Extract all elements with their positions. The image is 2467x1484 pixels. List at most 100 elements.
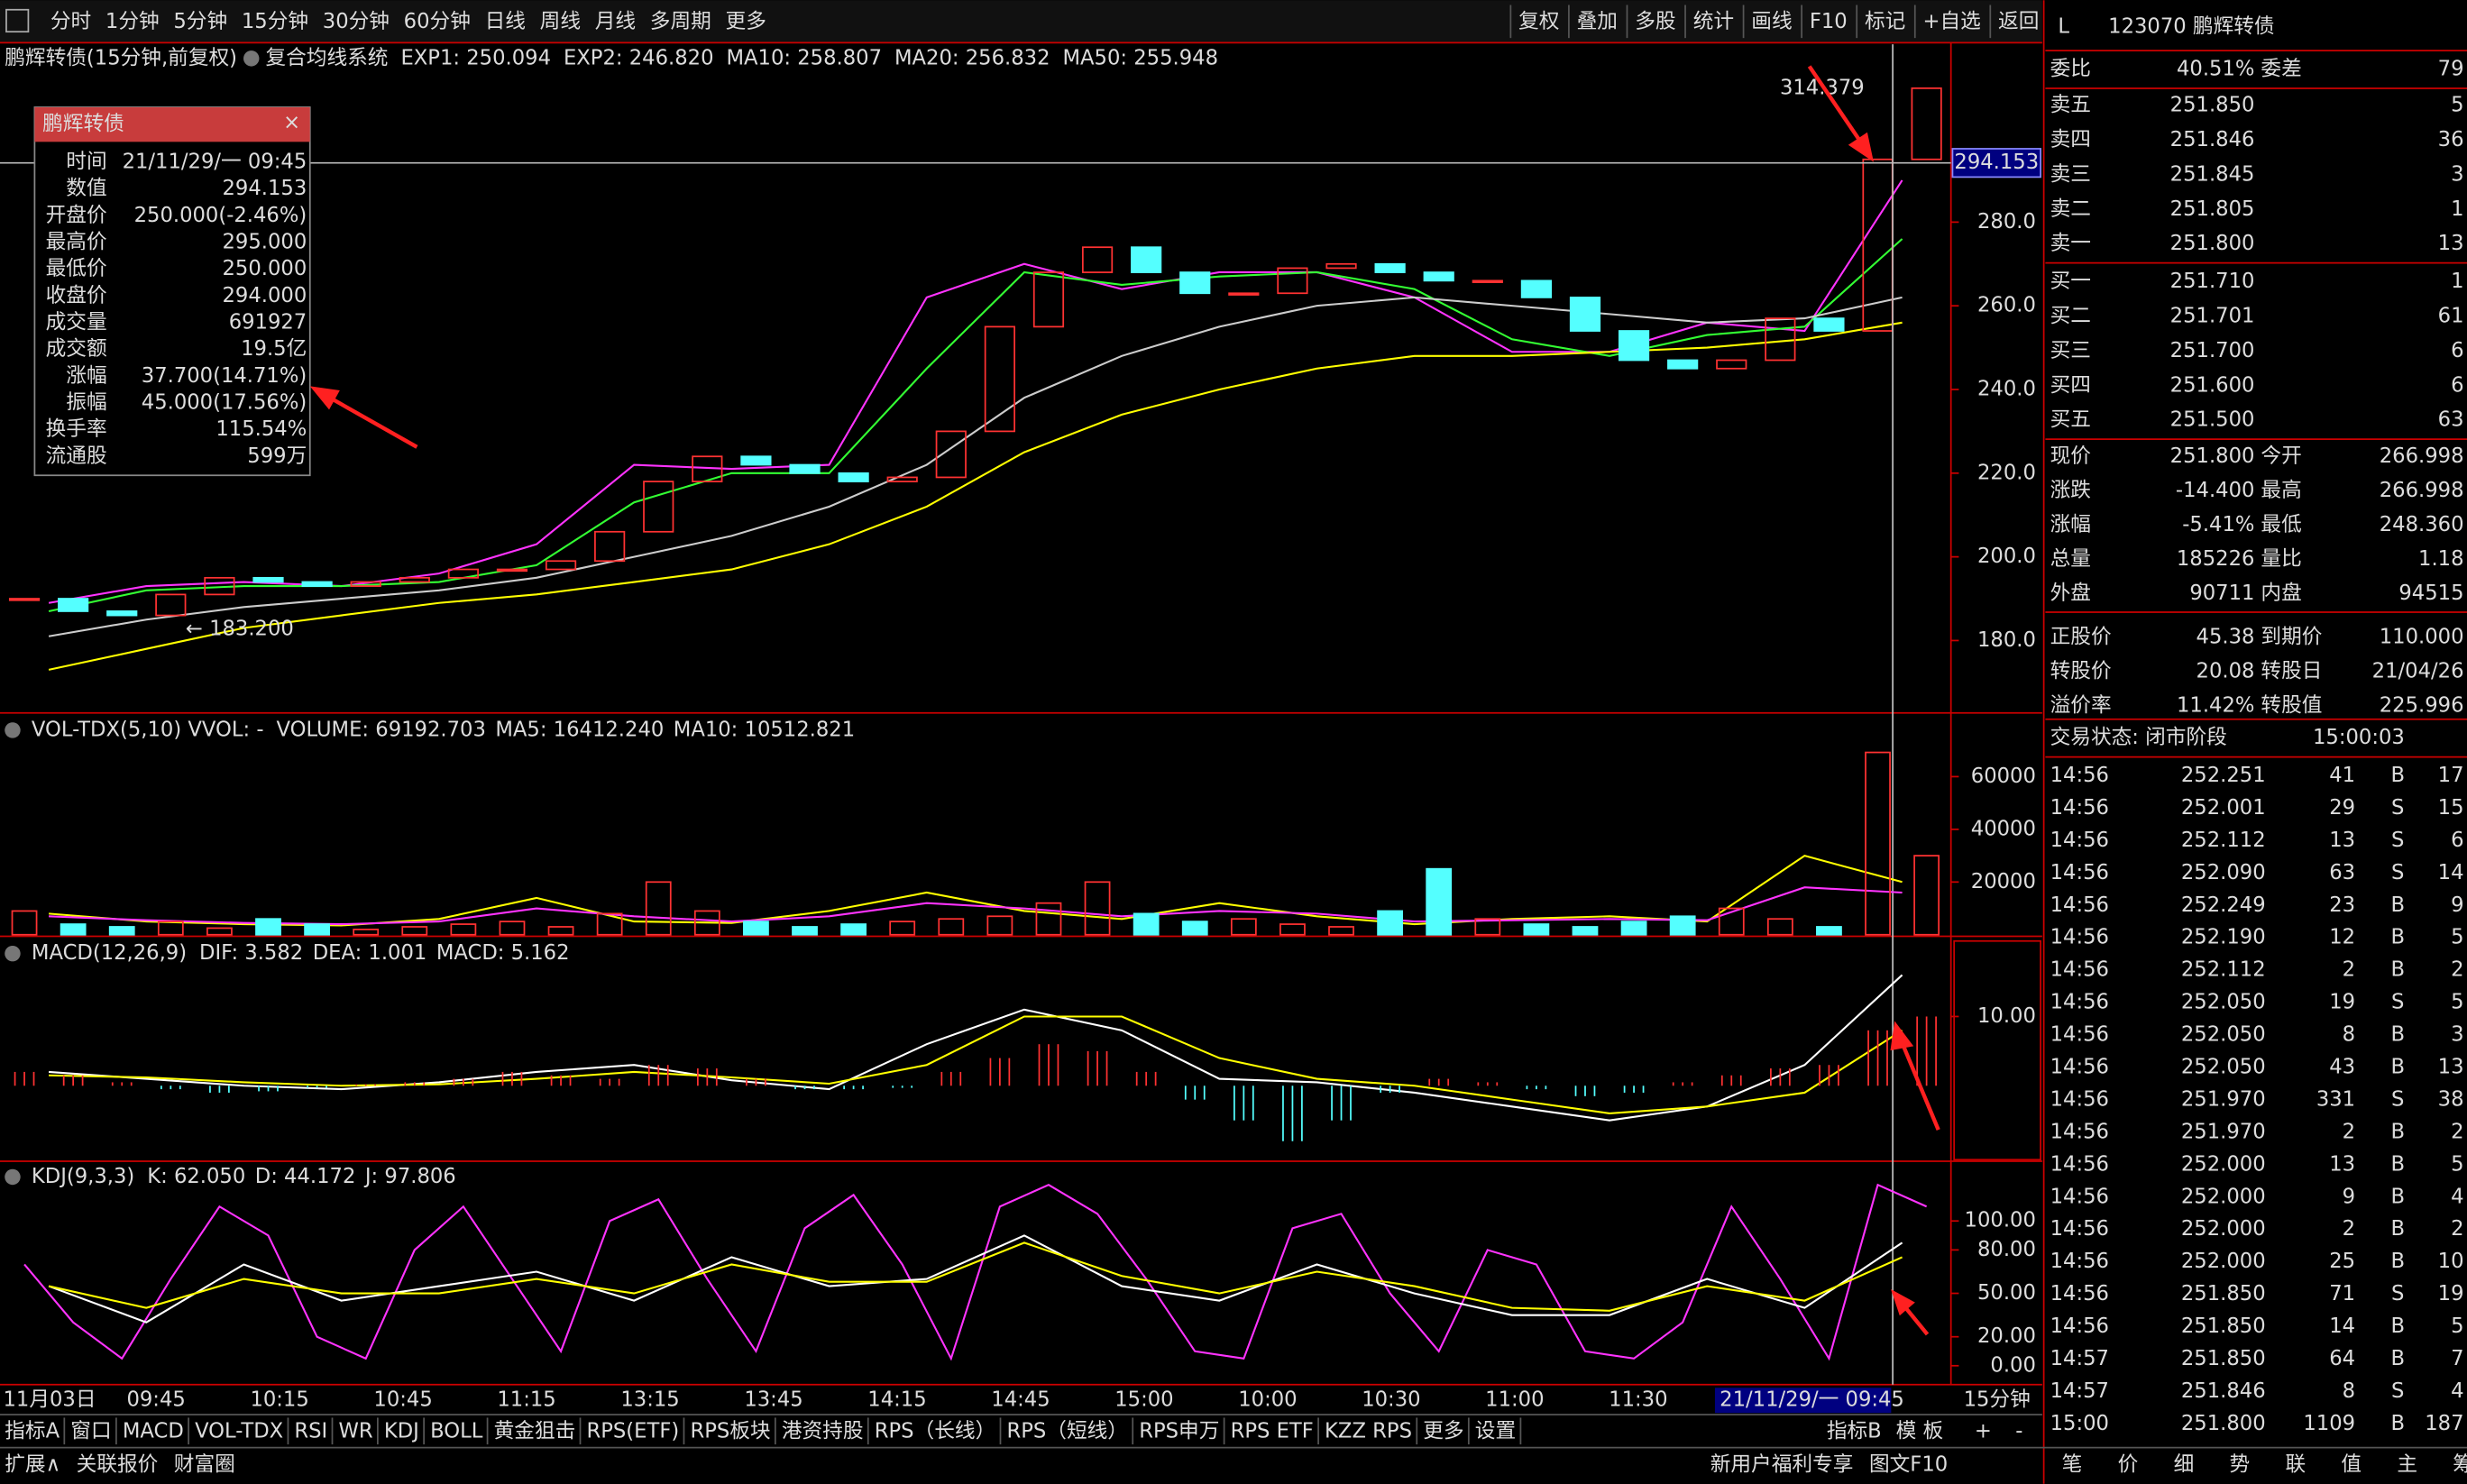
- quote-tab[interactable]: 笔: [2062, 1452, 2083, 1476]
- panel-header: MACD(12,26,9): [32, 941, 187, 965]
- close-icon[interactable]: ×: [283, 111, 300, 134]
- volume-bar: [1572, 926, 1599, 936]
- tick-side: B: [2390, 1250, 2405, 1273]
- period-tab[interactable]: 1分钟: [105, 10, 160, 33]
- tick-price: 251.970: [2181, 1120, 2266, 1143]
- indicator-line: [49, 1015, 1903, 1115]
- candle: [838, 472, 869, 482]
- indicator-tab[interactable]: KDJ: [384, 1420, 419, 1443]
- tick-side: S: [2391, 1379, 2404, 1403]
- indicator-tab[interactable]: BOLL: [430, 1420, 483, 1443]
- period-tab[interactable]: 周线: [540, 10, 581, 33]
- toolbar-button[interactable]: 叠加: [1577, 10, 1618, 33]
- quote-tab[interactable]: 主: [2397, 1452, 2417, 1476]
- toolbar-button[interactable]: 画线: [1751, 10, 1792, 33]
- candle: [155, 593, 187, 617]
- period-tab[interactable]: 15分钟: [242, 10, 308, 33]
- indicator-tab[interactable]: 窗口: [70, 1420, 111, 1443]
- period-tab[interactable]: 5分钟: [173, 10, 227, 33]
- indicator-tab[interactable]: 港资持股: [782, 1420, 864, 1443]
- tooltip-value: 294.153: [222, 177, 307, 200]
- indicator-tab[interactable]: WR: [338, 1420, 372, 1443]
- toolbar-button[interactable]: F10: [1810, 10, 1848, 33]
- quote-tab[interactable]: 联: [2285, 1452, 2306, 1476]
- tick-price: 252.112: [2181, 958, 2266, 982]
- tick-volume: 12: [2329, 926, 2355, 949]
- candle: [350, 581, 381, 587]
- tick-time: 14:56: [2050, 893, 2109, 917]
- indicator-tab[interactable]: RPS（短线）: [1006, 1420, 1128, 1443]
- indicator-tab[interactable]: 模 板: [1896, 1420, 1944, 1443]
- collapse-icon[interactable]: [243, 50, 260, 67]
- toolbar-button[interactable]: +自选: [1922, 10, 1980, 33]
- stat-value: 90711: [2189, 582, 2254, 605]
- tick-price: 252.001: [2181, 796, 2266, 820]
- candle: [594, 530, 626, 563]
- bottom-link[interactable]: 财富圈: [174, 1452, 235, 1476]
- bottom-link[interactable]: 关联报价: [77, 1452, 159, 1476]
- time-label: 14:15: [867, 1388, 926, 1412]
- volume-bar: [792, 926, 818, 936]
- volume-bar: [889, 921, 916, 936]
- indicator-tab[interactable]: 黄金狙击: [494, 1420, 576, 1443]
- quote-tab[interactable]: 筹: [2453, 1452, 2467, 1476]
- book-label: 卖一: [2050, 232, 2091, 255]
- toolbar-button[interactable]: 返回: [1998, 10, 2039, 33]
- tick-time: 14:56: [2050, 1217, 2109, 1241]
- candle: [447, 568, 479, 579]
- period-tab[interactable]: 分时: [50, 10, 91, 33]
- toolbar-button[interactable]: 标记: [1865, 10, 1905, 33]
- promo-link[interactable]: 图文F10: [1869, 1452, 1948, 1476]
- indicator-tab[interactable]: -: [2015, 1420, 2022, 1443]
- tick-volume: 13: [2329, 1152, 2355, 1176]
- period-tab[interactable]: 60分钟: [404, 10, 471, 33]
- indicator-tab[interactable]: 设置: [1475, 1420, 1516, 1443]
- promo-link[interactable]: 新用户福利专享: [1710, 1452, 1854, 1476]
- tick-price: 251.850: [2181, 1282, 2266, 1305]
- quote-tab[interactable]: 细: [2174, 1452, 2195, 1476]
- menu-icon[interactable]: [5, 8, 30, 33]
- toolbar-button[interactable]: 复权: [1518, 10, 1559, 33]
- indicator-tab[interactable]: RPS ETF: [1231, 1420, 1314, 1443]
- collapse-icon[interactable]: [5, 722, 21, 738]
- indicator-tab[interactable]: RPS（长线）: [875, 1420, 996, 1443]
- y-tick-label: 180.0: [1977, 628, 2036, 652]
- tick-volume: 29: [2329, 796, 2355, 820]
- tick-price: 252.000: [2181, 1250, 2266, 1273]
- indicator-tab[interactable]: RPS(ETF): [586, 1420, 679, 1443]
- stat-label: 溢价率: [2050, 694, 2112, 718]
- bottom-link[interactable]: 扩展∧: [5, 1452, 60, 1476]
- tooltip-label: 时间: [66, 151, 106, 174]
- toolbar-button[interactable]: 统计: [1693, 10, 1734, 33]
- toolbar-button[interactable]: 多股: [1635, 10, 1675, 33]
- indicator-tab[interactable]: +: [1975, 1420, 1992, 1443]
- quote-tab[interactable]: 价: [2118, 1452, 2139, 1476]
- period-tab[interactable]: 30分钟: [323, 10, 390, 33]
- tick-volume: 2: [2343, 1217, 2355, 1241]
- tick-side: S: [2391, 829, 2404, 852]
- period-tab[interactable]: 更多: [726, 10, 766, 33]
- indicator-tab[interactable]: 更多: [1423, 1420, 1463, 1443]
- book-volume: 3: [2451, 162, 2463, 186]
- period-tab[interactable]: 月线: [595, 10, 636, 33]
- period-tab[interactable]: 日线: [485, 10, 526, 33]
- book-volume: 1: [2451, 197, 2463, 221]
- time-label: 11:15: [497, 1388, 555, 1412]
- indicator-tab[interactable]: 指标A: [5, 1420, 60, 1443]
- collapse-icon[interactable]: [5, 1168, 21, 1186]
- indicator-tab[interactable]: KZZ RPS: [1325, 1420, 1412, 1443]
- collapse-icon[interactable]: [5, 945, 21, 962]
- period-tab[interactable]: 多周期: [650, 10, 711, 33]
- indicator-tab[interactable]: VOL-TDX: [195, 1420, 283, 1443]
- quote-tab[interactable]: 值: [2341, 1452, 2362, 1476]
- candle: [1423, 271, 1454, 282]
- quote-tab[interactable]: 势: [2230, 1452, 2251, 1476]
- indicator-tab[interactable]: RPS板块: [690, 1420, 770, 1443]
- book-price: 251.805: [2170, 197, 2255, 221]
- indicator-tab[interactable]: 指标B: [1827, 1420, 1882, 1443]
- tooltip-label: 成交量: [46, 310, 107, 334]
- indicator-tab[interactable]: MACD: [123, 1420, 184, 1443]
- indicator-tab[interactable]: RPS申万: [1139, 1420, 1219, 1443]
- tick-time: 14:56: [2050, 1120, 2109, 1143]
- indicator-tab[interactable]: RSI: [294, 1420, 327, 1443]
